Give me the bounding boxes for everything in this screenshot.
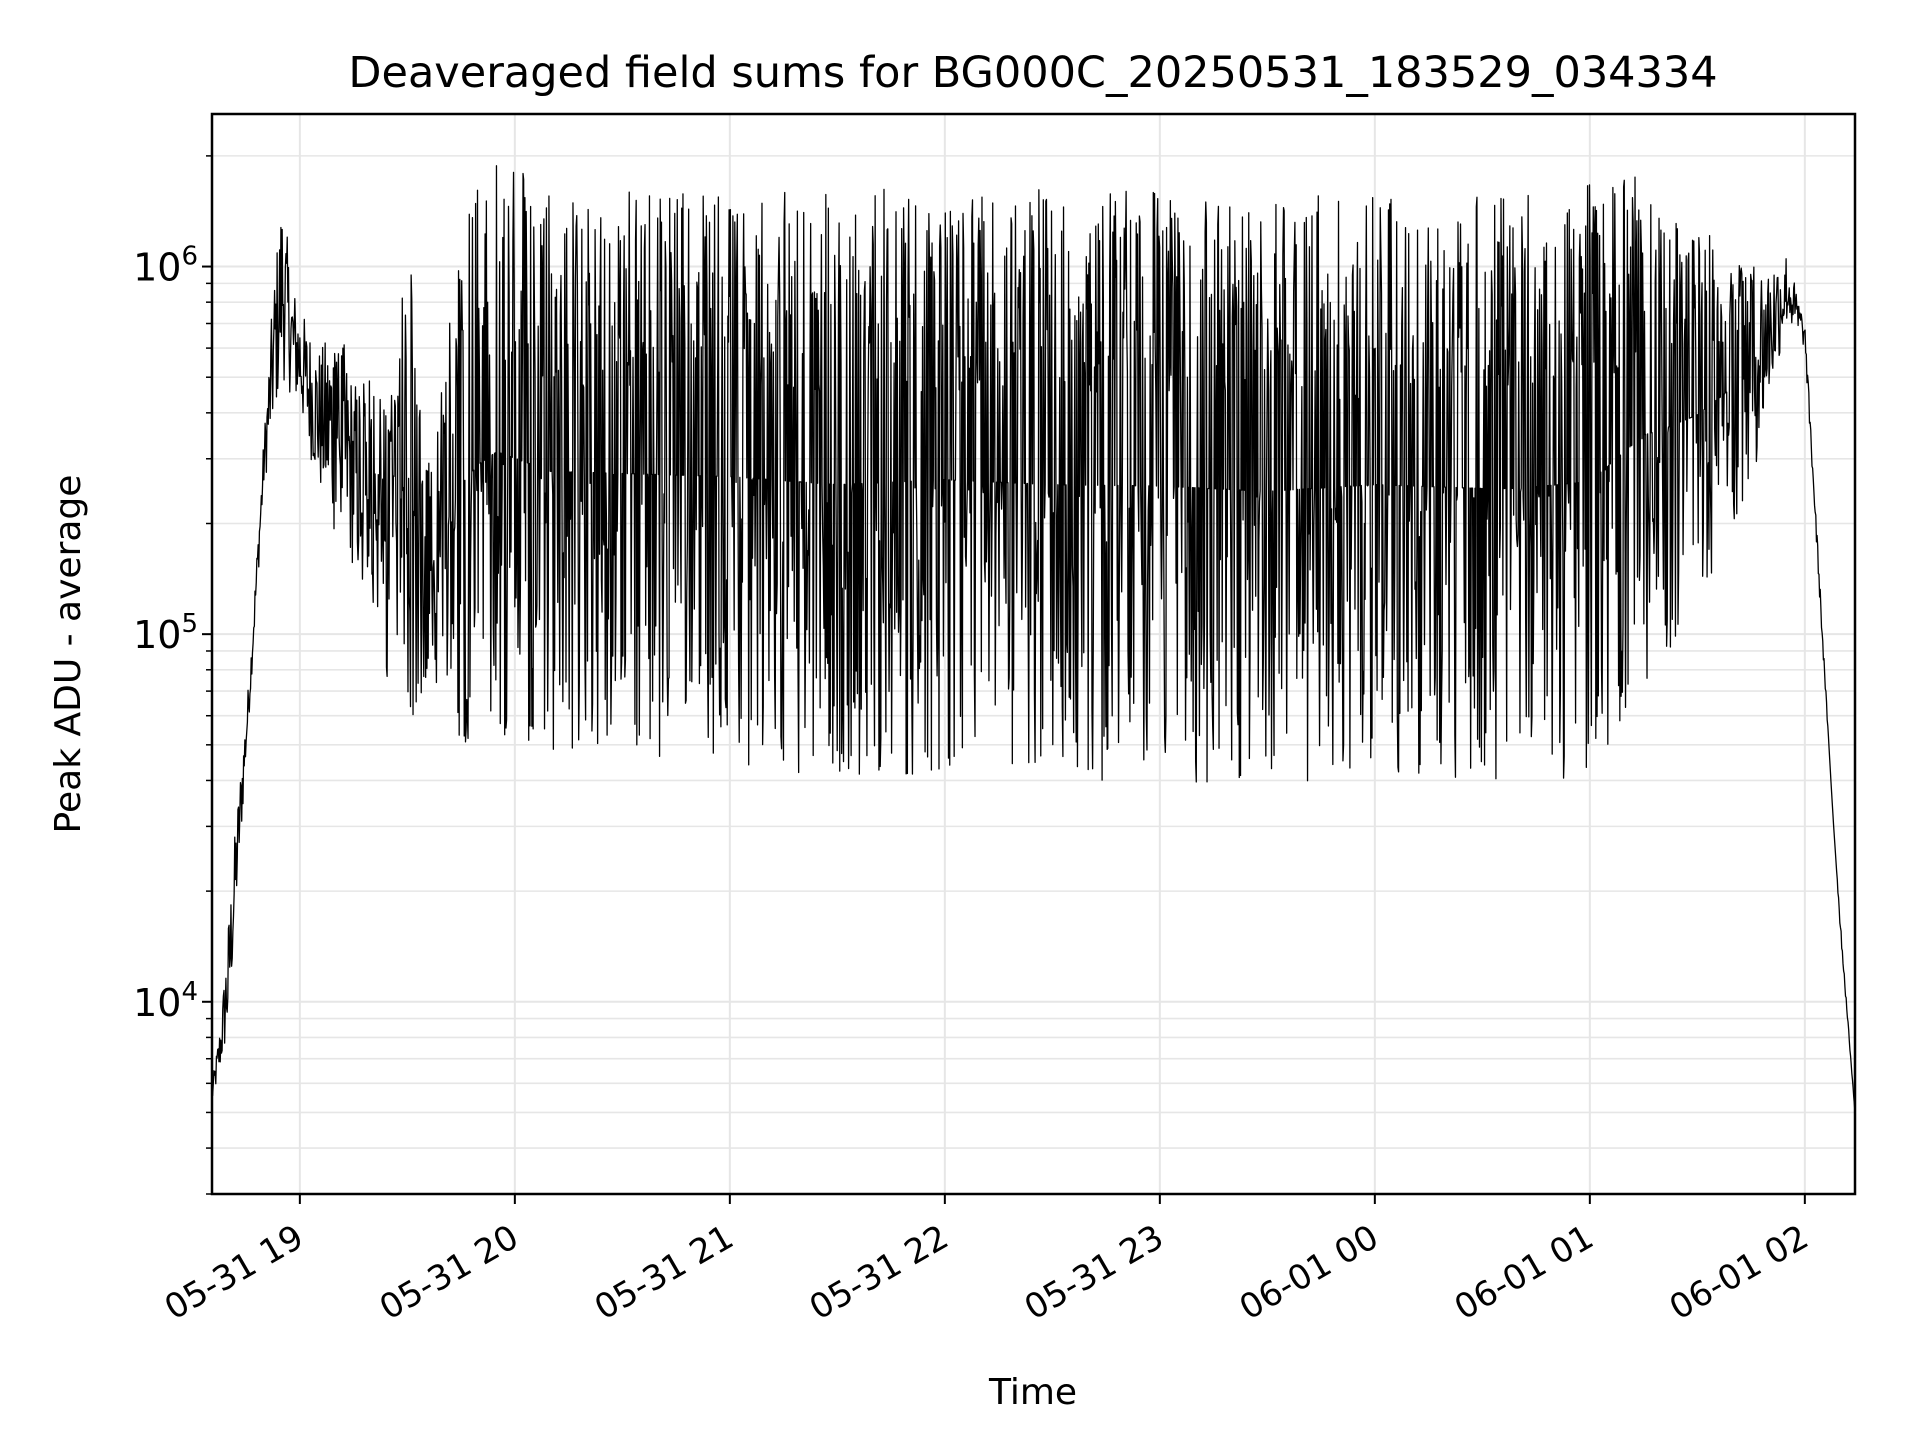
x-tick-label: 06-01 02: [1663, 1217, 1815, 1328]
y-tick-label: 105: [133, 609, 198, 657]
x-tick-label: 05-31 19: [158, 1217, 310, 1328]
x-tick-label: 05-31 20: [373, 1217, 525, 1328]
y-tick-label: 104: [133, 977, 198, 1025]
series-line: [211, 165, 1856, 1113]
y-tick-label: 106: [133, 242, 198, 290]
x-tick-label: 05-31 21: [588, 1217, 740, 1328]
data-line: [211, 165, 1856, 1113]
grid-lines: [212, 114, 1855, 1195]
x-tick-label: 05-31 23: [1018, 1217, 1170, 1328]
x-tick-label: 05-31 22: [803, 1217, 955, 1328]
x-tick-label: 06-01 00: [1233, 1217, 1385, 1328]
x-axis-label: Time: [988, 1372, 1077, 1413]
y-axis-ticks: 104 105 106: [133, 155, 212, 1195]
chart-title: Deaveraged field sums for BG000C_2025053…: [348, 48, 1717, 98]
y-axis-label: Peak ADU - average: [48, 475, 89, 834]
x-axis-ticks: 05-31 19 05-31 20 05-31 21 05-31 22 05-31 23…: [158, 1194, 1815, 1328]
x-tick-label: 06-01 01: [1448, 1217, 1600, 1328]
plot-frame: [210, 112, 1857, 1196]
